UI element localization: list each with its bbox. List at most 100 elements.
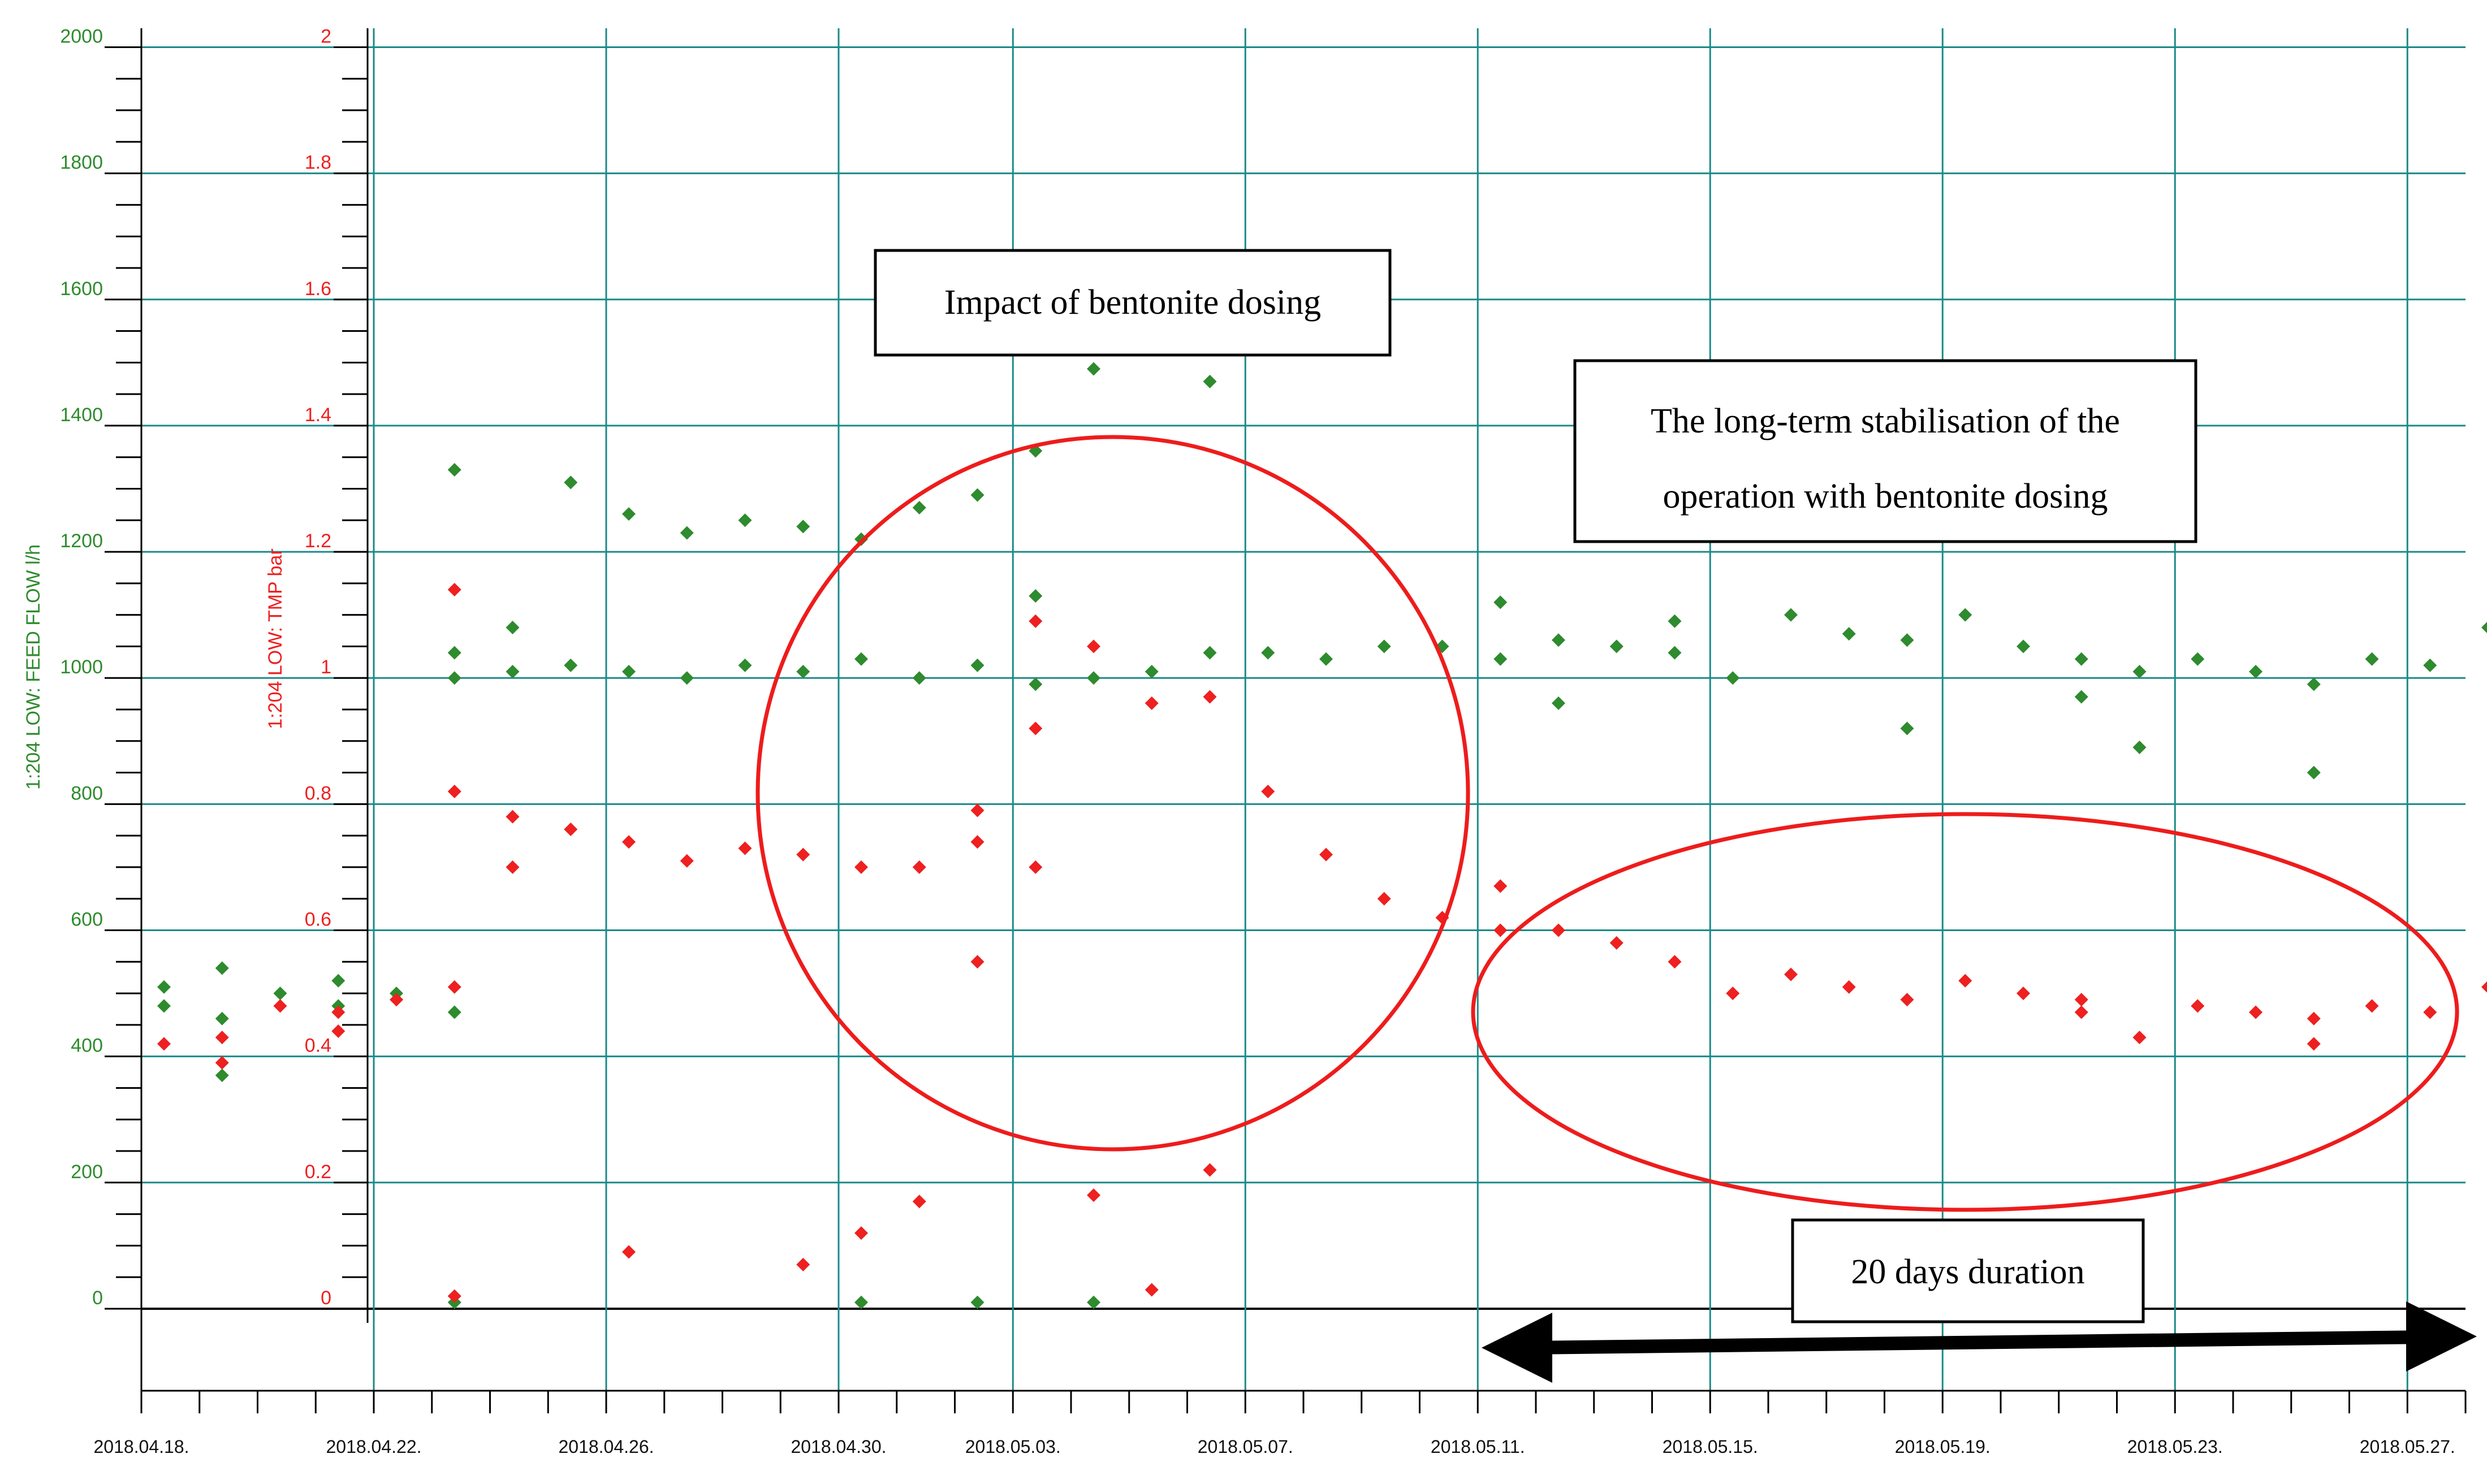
- y-right-tick-label: 0.2: [305, 1161, 331, 1183]
- tmp-point: [2481, 981, 2487, 993]
- x-tick-label: 2018.04.26.: [558, 1437, 654, 1457]
- feed-flow-point: [1145, 665, 1159, 679]
- feed-flow-point: [854, 1295, 868, 1309]
- annotation-stabilisation-line1: The long-term stabilisation of the: [1651, 402, 2120, 440]
- feed-flow-point: [912, 671, 926, 685]
- y-right-tick-label: 1: [321, 656, 331, 678]
- feed-flow-point: [1784, 608, 1798, 622]
- tmp-point: [2307, 1011, 2321, 1026]
- annotation-impact: Impact of bentonite dosing: [944, 283, 1321, 322]
- feed-flow-point: [854, 652, 868, 666]
- tmp-point: [157, 1037, 171, 1051]
- y-left-tick-label: 200: [71, 1161, 103, 1183]
- tmp-point: [680, 854, 694, 868]
- feed-flow-point: [912, 500, 926, 514]
- tmp-point: [1668, 955, 1682, 969]
- y-right-tick-label: 1.8: [305, 152, 331, 174]
- tmp-point: [1377, 892, 1391, 906]
- tmp-point: [215, 1031, 229, 1045]
- tmp-point: [215, 1055, 229, 1070]
- tmp-point: [1609, 936, 1624, 950]
- tmp-point: [447, 980, 461, 994]
- tmp-point: [1958, 974, 1972, 988]
- tmp-point: [2365, 999, 2379, 1013]
- feed-flow-point: [447, 463, 461, 477]
- tmp-point: [331, 1005, 346, 1019]
- feed-flow-point: [1900, 633, 1914, 647]
- y-left-tick-label: 1000: [60, 656, 103, 678]
- tmp-point: [1145, 696, 1159, 710]
- tmp-point: [1493, 879, 1508, 893]
- tmp-point: [622, 835, 636, 849]
- feed-flow-point: [1552, 633, 1565, 647]
- feed-flow-point: [564, 475, 578, 490]
- x-tick-label: 2018.04.22.: [326, 1437, 421, 1457]
- feed-flow-point: [622, 665, 636, 679]
- feed-flow-point: [2191, 652, 2205, 666]
- feed-flow-point: [2481, 621, 2487, 633]
- tmp-point: [2074, 1005, 2088, 1019]
- y-right-tick-label: 0: [321, 1287, 331, 1309]
- feed-flow-point: [970, 658, 985, 672]
- feed-flow-point: [1203, 646, 1217, 660]
- feed-flow-point: [1668, 614, 1682, 628]
- feed-flow-point: [1958, 608, 1972, 622]
- tmp-point: [1145, 1283, 1159, 1297]
- feed-flow-point: [1029, 589, 1043, 603]
- feed-flow-point: [1900, 721, 1914, 735]
- feed-flow-point: [1087, 1295, 1100, 1309]
- feed-flow-point: [622, 507, 636, 521]
- y-right-tick-label: 0.8: [305, 782, 331, 804]
- feed-flow-point: [157, 980, 171, 994]
- y-right-tick-label: 1.6: [305, 278, 331, 300]
- feed-flow-point: [1842, 627, 1856, 641]
- feed-flow-point: [1087, 671, 1100, 685]
- y-left-tick-label: 400: [71, 1035, 103, 1057]
- impact-ellipse: [755, 435, 1470, 1152]
- annotation-box-stabilisation: [1573, 359, 2197, 543]
- tmp-point: [2249, 1005, 2263, 1019]
- annotation-duration: 20 days duration: [1851, 1253, 2084, 1291]
- feed-flow-point: [738, 658, 752, 672]
- tmp-point: [2307, 1037, 2321, 1051]
- feed-flow-point: [2307, 677, 2321, 691]
- y-left-tick-label: 1400: [60, 404, 103, 426]
- annotation-box-duration: [1791, 1218, 2145, 1323]
- feed-flow-point: [1203, 374, 1217, 388]
- tmp-point: [1493, 923, 1508, 937]
- feed-flow-point: [1726, 671, 1740, 685]
- feed-flow-point: [506, 665, 520, 679]
- tmp-point: [1784, 967, 1798, 981]
- tmp-point: [1842, 980, 1856, 994]
- feed-flow-point: [2074, 652, 2088, 666]
- tmp-point: [1203, 1163, 1217, 1177]
- feed-flow-point: [2017, 639, 2030, 654]
- feed-flow-point: [2132, 740, 2147, 754]
- feed-flow-point: [970, 488, 985, 502]
- tmp-point: [447, 785, 461, 799]
- points-layer: [157, 362, 2487, 1309]
- feed-flow-point: [796, 520, 810, 534]
- x-tick-label: 2018.04.30.: [791, 1437, 886, 1457]
- y-right-tick-label: 0.6: [305, 909, 331, 931]
- feed-flow-point: [215, 961, 229, 975]
- y-left-tick-label: 600: [71, 909, 103, 931]
- tmp-point: [273, 999, 287, 1013]
- tmp-point: [1029, 614, 1043, 628]
- feed-flow-point: [273, 987, 287, 1001]
- feed-flow-point: [506, 620, 520, 634]
- feed-flow-point: [1087, 362, 1100, 376]
- feed-flow-point: [1493, 652, 1508, 666]
- tmp-point: [854, 860, 868, 874]
- duration-arrow: [1482, 1301, 2477, 1383]
- tmp-point: [1552, 923, 1565, 937]
- x-tick-label: 2018.05.03.: [965, 1437, 1061, 1457]
- tmp-point: [2423, 1005, 2437, 1019]
- y-right-tick-label: 2: [321, 25, 331, 47]
- feed-flow-point: [215, 1011, 229, 1026]
- tmp-point: [796, 1257, 810, 1271]
- feed-flow-point: [2132, 665, 2147, 679]
- x-tick-label: 2018.05.15.: [1663, 1437, 1758, 1457]
- axis-layer: [105, 28, 2467, 1413]
